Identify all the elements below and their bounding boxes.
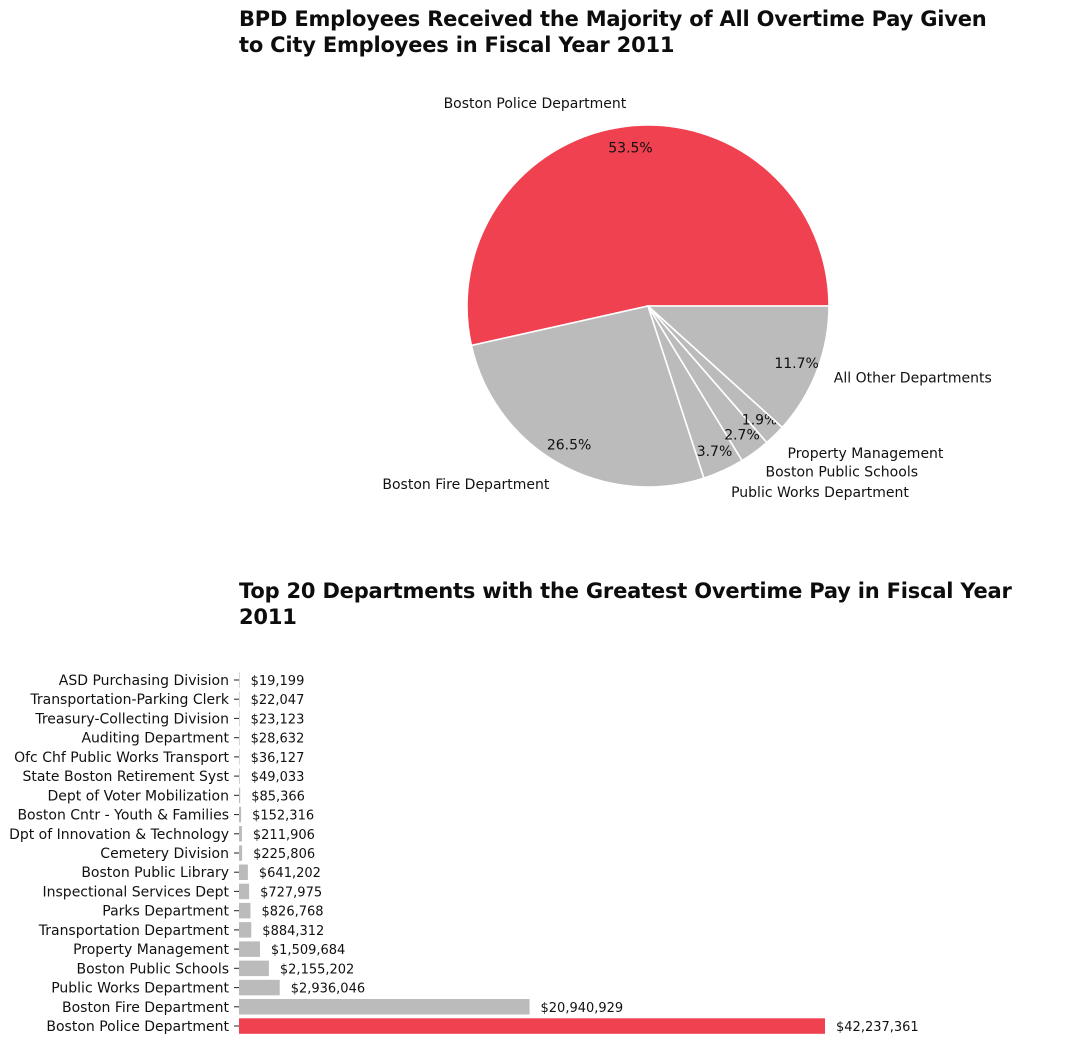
bar-value-label: $42,237,361	[836, 1020, 919, 1035]
bar	[239, 979, 280, 996]
bar-value-label: $225,806	[253, 847, 315, 862]
bar	[239, 768, 240, 784]
pie-percent-label: 11.7%	[774, 356, 818, 372]
bar	[239, 672, 240, 688]
bar-value-label: $28,632	[251, 732, 305, 747]
bar	[239, 902, 251, 919]
bar	[239, 999, 530, 1015]
pie-chart-title: BPD Employees Received the Majority of A…	[239, 6, 999, 58]
bar-value-label: $1,509,684	[271, 943, 345, 958]
y-tick-label: Dpt of Innovation & Technology	[9, 827, 229, 843]
bar	[239, 941, 260, 957]
pie-percent-label: 1.9%	[742, 413, 778, 429]
y-tick-label: Dept of Voter Mobilization	[48, 788, 229, 804]
y-tick-label: Parks Department	[102, 904, 229, 920]
bar-value-label: $20,940,929	[541, 1001, 624, 1016]
y-tick-label: Inspectional Services Dept	[43, 884, 230, 900]
y-tick-label: Transportation Department	[38, 923, 230, 939]
pie-title-line-2: to City Employees in Fiscal Year 2011	[239, 33, 675, 57]
bar	[239, 691, 240, 707]
bar	[239, 806, 242, 823]
bar	[239, 1018, 825, 1034]
y-tick-label: Treasury-Collecting Division	[34, 711, 229, 727]
pie-title-line-1: BPD Employees Received the Majority of A…	[239, 7, 987, 31]
y-tick-label: ASD Purchasing Division	[59, 673, 229, 689]
bar-chart-title: Top 20 Departments with the Greatest Ove…	[239, 579, 1012, 629]
bar	[239, 960, 269, 977]
bar-value-label: $2,936,046	[291, 982, 365, 997]
y-tick-label: Boston Public Library	[81, 865, 229, 881]
bar	[239, 922, 252, 938]
y-tick-label: Boston Public Schools	[77, 961, 230, 977]
bar	[239, 864, 248, 880]
bar-value-label: $727,975	[260, 885, 322, 900]
pie-slice-label: Property Management	[788, 446, 944, 462]
bar-value-label: $23,123	[251, 712, 305, 727]
pie-slice	[470, 305, 705, 488]
bar-value-label: $85,366	[251, 789, 305, 804]
bar	[239, 883, 250, 900]
bar-value-label: $641,202	[259, 866, 321, 881]
pie-slice	[645, 305, 830, 429]
bar-value-label: $884,312	[262, 924, 324, 939]
bar-value-label: $49,033	[251, 770, 305, 785]
pie-percent-label: 2.7%	[724, 428, 760, 444]
pie-slice	[466, 124, 830, 347]
y-tick-label: Boston Police Department	[46, 1019, 229, 1035]
bar-value-label: $152,316	[252, 809, 314, 824]
bar-value-label: $19,199	[251, 674, 305, 689]
pie-chart: 53.5% Boston Police Department 26.5% Boston…	[382, 96, 992, 501]
pie-slice-label: All Other Departments	[834, 371, 992, 387]
bar-value-label: $22,047	[251, 693, 305, 708]
y-tick-label: Transportation-Parking Clerk	[29, 692, 230, 708]
bar-value-label: $211,906	[253, 828, 315, 843]
bar	[239, 749, 240, 765]
y-tick-label: Cemetery Division	[100, 846, 229, 862]
y-tick-label: Public Works Department	[51, 981, 229, 997]
y-tick-label: Boston Cntr - Youth & Families	[17, 808, 229, 824]
pie-slice-label: Boston Public Schools	[766, 465, 919, 481]
bar-value-label: $826,768	[262, 905, 324, 920]
bar-value-label: $2,155,202	[280, 962, 354, 977]
bar	[239, 826, 242, 842]
bar	[239, 710, 240, 727]
bar-value-label: $36,127	[251, 751, 305, 766]
y-tick-label: Boston Fire Department	[62, 1000, 230, 1016]
pie-slice-label: Public Works Department	[731, 485, 909, 501]
bar	[239, 845, 243, 861]
y-tick-label: Property Management	[73, 942, 229, 958]
pie-slice-label: Boston Police Department	[444, 96, 627, 112]
y-tick-label: State Boston Retirement Syst	[22, 769, 229, 785]
pie-percent-label: 26.5%	[547, 437, 591, 453]
y-tick-label: Ofc Chf Public Works Transport	[14, 750, 229, 766]
pie-percent-label: 53.5%	[608, 141, 652, 157]
pie-percent-label: 3.7%	[697, 444, 733, 460]
pie-slice-label: Boston Fire Department	[382, 477, 550, 493]
y-tick-label: Auditing Department	[81, 731, 229, 747]
bar	[239, 729, 240, 746]
bar	[239, 787, 241, 804]
